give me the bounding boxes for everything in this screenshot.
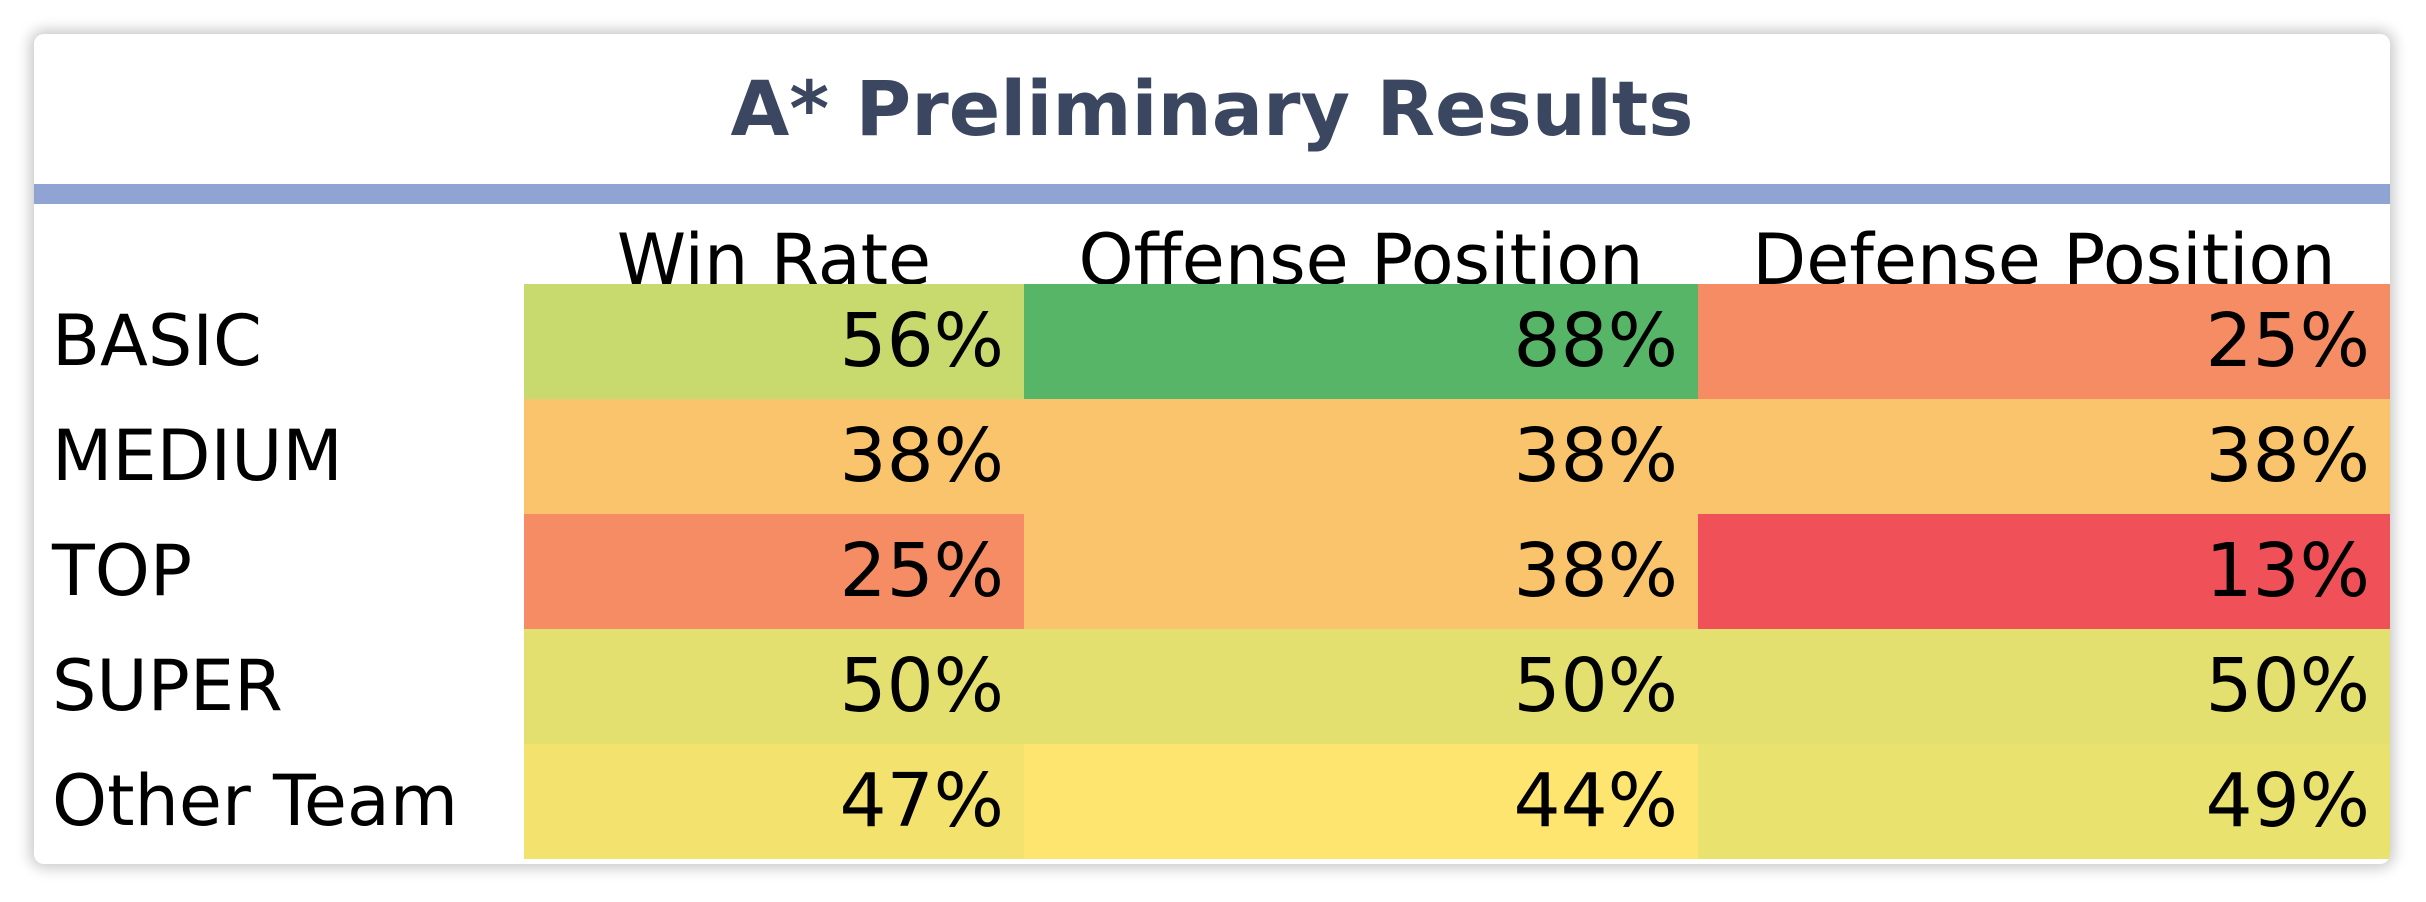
value-cell: 38% [1024,399,1698,514]
value-cell: 44% [1024,744,1698,859]
value-cell: 25% [524,514,1024,629]
value-cell: 50% [1024,629,1698,744]
row-label: SUPER [52,645,283,727]
results-card: A* Preliminary Results Win Rate Offense … [34,34,2390,864]
value-cell: 50% [1698,629,2390,744]
value-cell: 25% [1698,284,2390,399]
value-cell: 56% [524,284,1024,399]
value-cell: 13% [1698,514,2390,629]
value-cell: 38% [1698,399,2390,514]
row-label: BASIC [52,300,262,382]
row-label: MEDIUM [52,415,343,497]
value-cell: 49% [1698,744,2390,859]
title-divider [34,184,2390,204]
table-title: A* Preliminary Results [730,64,1694,153]
row-label: Other Team [52,760,459,842]
value-cell: 50% [524,629,1024,744]
value-cell: 88% [1024,284,1698,399]
value-cell: 47% [524,744,1024,859]
row-label: TOP [52,530,193,612]
value-cell: 38% [524,399,1024,514]
value-cell: 38% [1024,514,1698,629]
